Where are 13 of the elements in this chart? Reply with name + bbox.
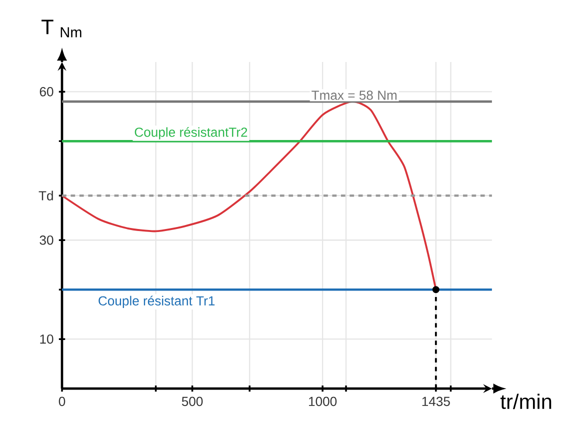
y-tick-label: 60 — [40, 87, 54, 97]
x-tick-label: 500 — [182, 396, 203, 406]
ref-line-label: Couple résistant Tr1 — [98, 296, 215, 308]
y-axis-title: T $_{Nm}$ — [42, 20, 82, 38]
ref-line-label: Couple résistantTr2 — [134, 127, 248, 140]
x-axis-title: tr/min — [500, 394, 552, 410]
y-tick-label: Td — [38, 190, 53, 201]
y-tick-label: 10 — [40, 334, 54, 344]
x-tick-label: 1435 — [422, 396, 450, 406]
x-tick-label: 1000 — [309, 396, 337, 406]
ref-line-label: Tmax = 58 Nm — [312, 90, 397, 100]
y-tick-label: 30 — [40, 236, 54, 245]
x-tick-label: 0 — [58, 396, 66, 406]
